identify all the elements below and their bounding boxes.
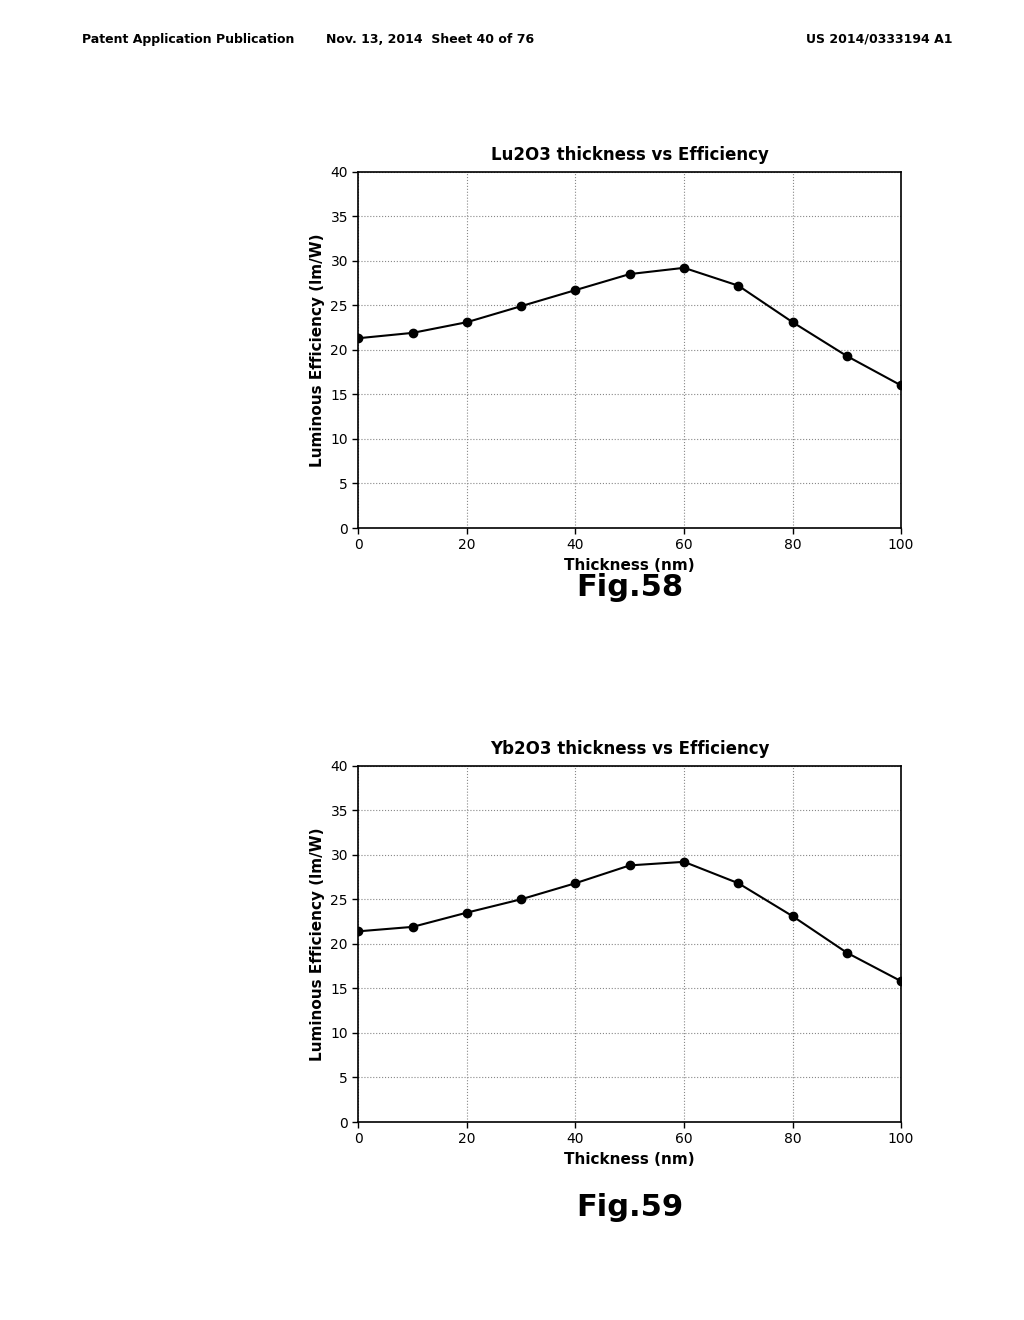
Text: US 2014/0333194 A1: US 2014/0333194 A1 — [806, 33, 952, 46]
X-axis label: Thickness (nm): Thickness (nm) — [564, 558, 695, 573]
Y-axis label: Luminous Efficiency (lm/W): Luminous Efficiency (lm/W) — [310, 828, 325, 1060]
Text: Patent Application Publication: Patent Application Publication — [82, 33, 294, 46]
Title: Yb2O3 thickness vs Efficiency: Yb2O3 thickness vs Efficiency — [490, 741, 769, 759]
Text: Nov. 13, 2014  Sheet 40 of 76: Nov. 13, 2014 Sheet 40 of 76 — [326, 33, 535, 46]
Text: Fig.58: Fig.58 — [577, 573, 683, 602]
X-axis label: Thickness (nm): Thickness (nm) — [564, 1152, 695, 1167]
Text: Fig.59: Fig.59 — [577, 1193, 683, 1222]
Y-axis label: Luminous Efficiency (lm/W): Luminous Efficiency (lm/W) — [310, 234, 325, 466]
Title: Lu2O3 thickness vs Efficiency: Lu2O3 thickness vs Efficiency — [490, 147, 769, 165]
